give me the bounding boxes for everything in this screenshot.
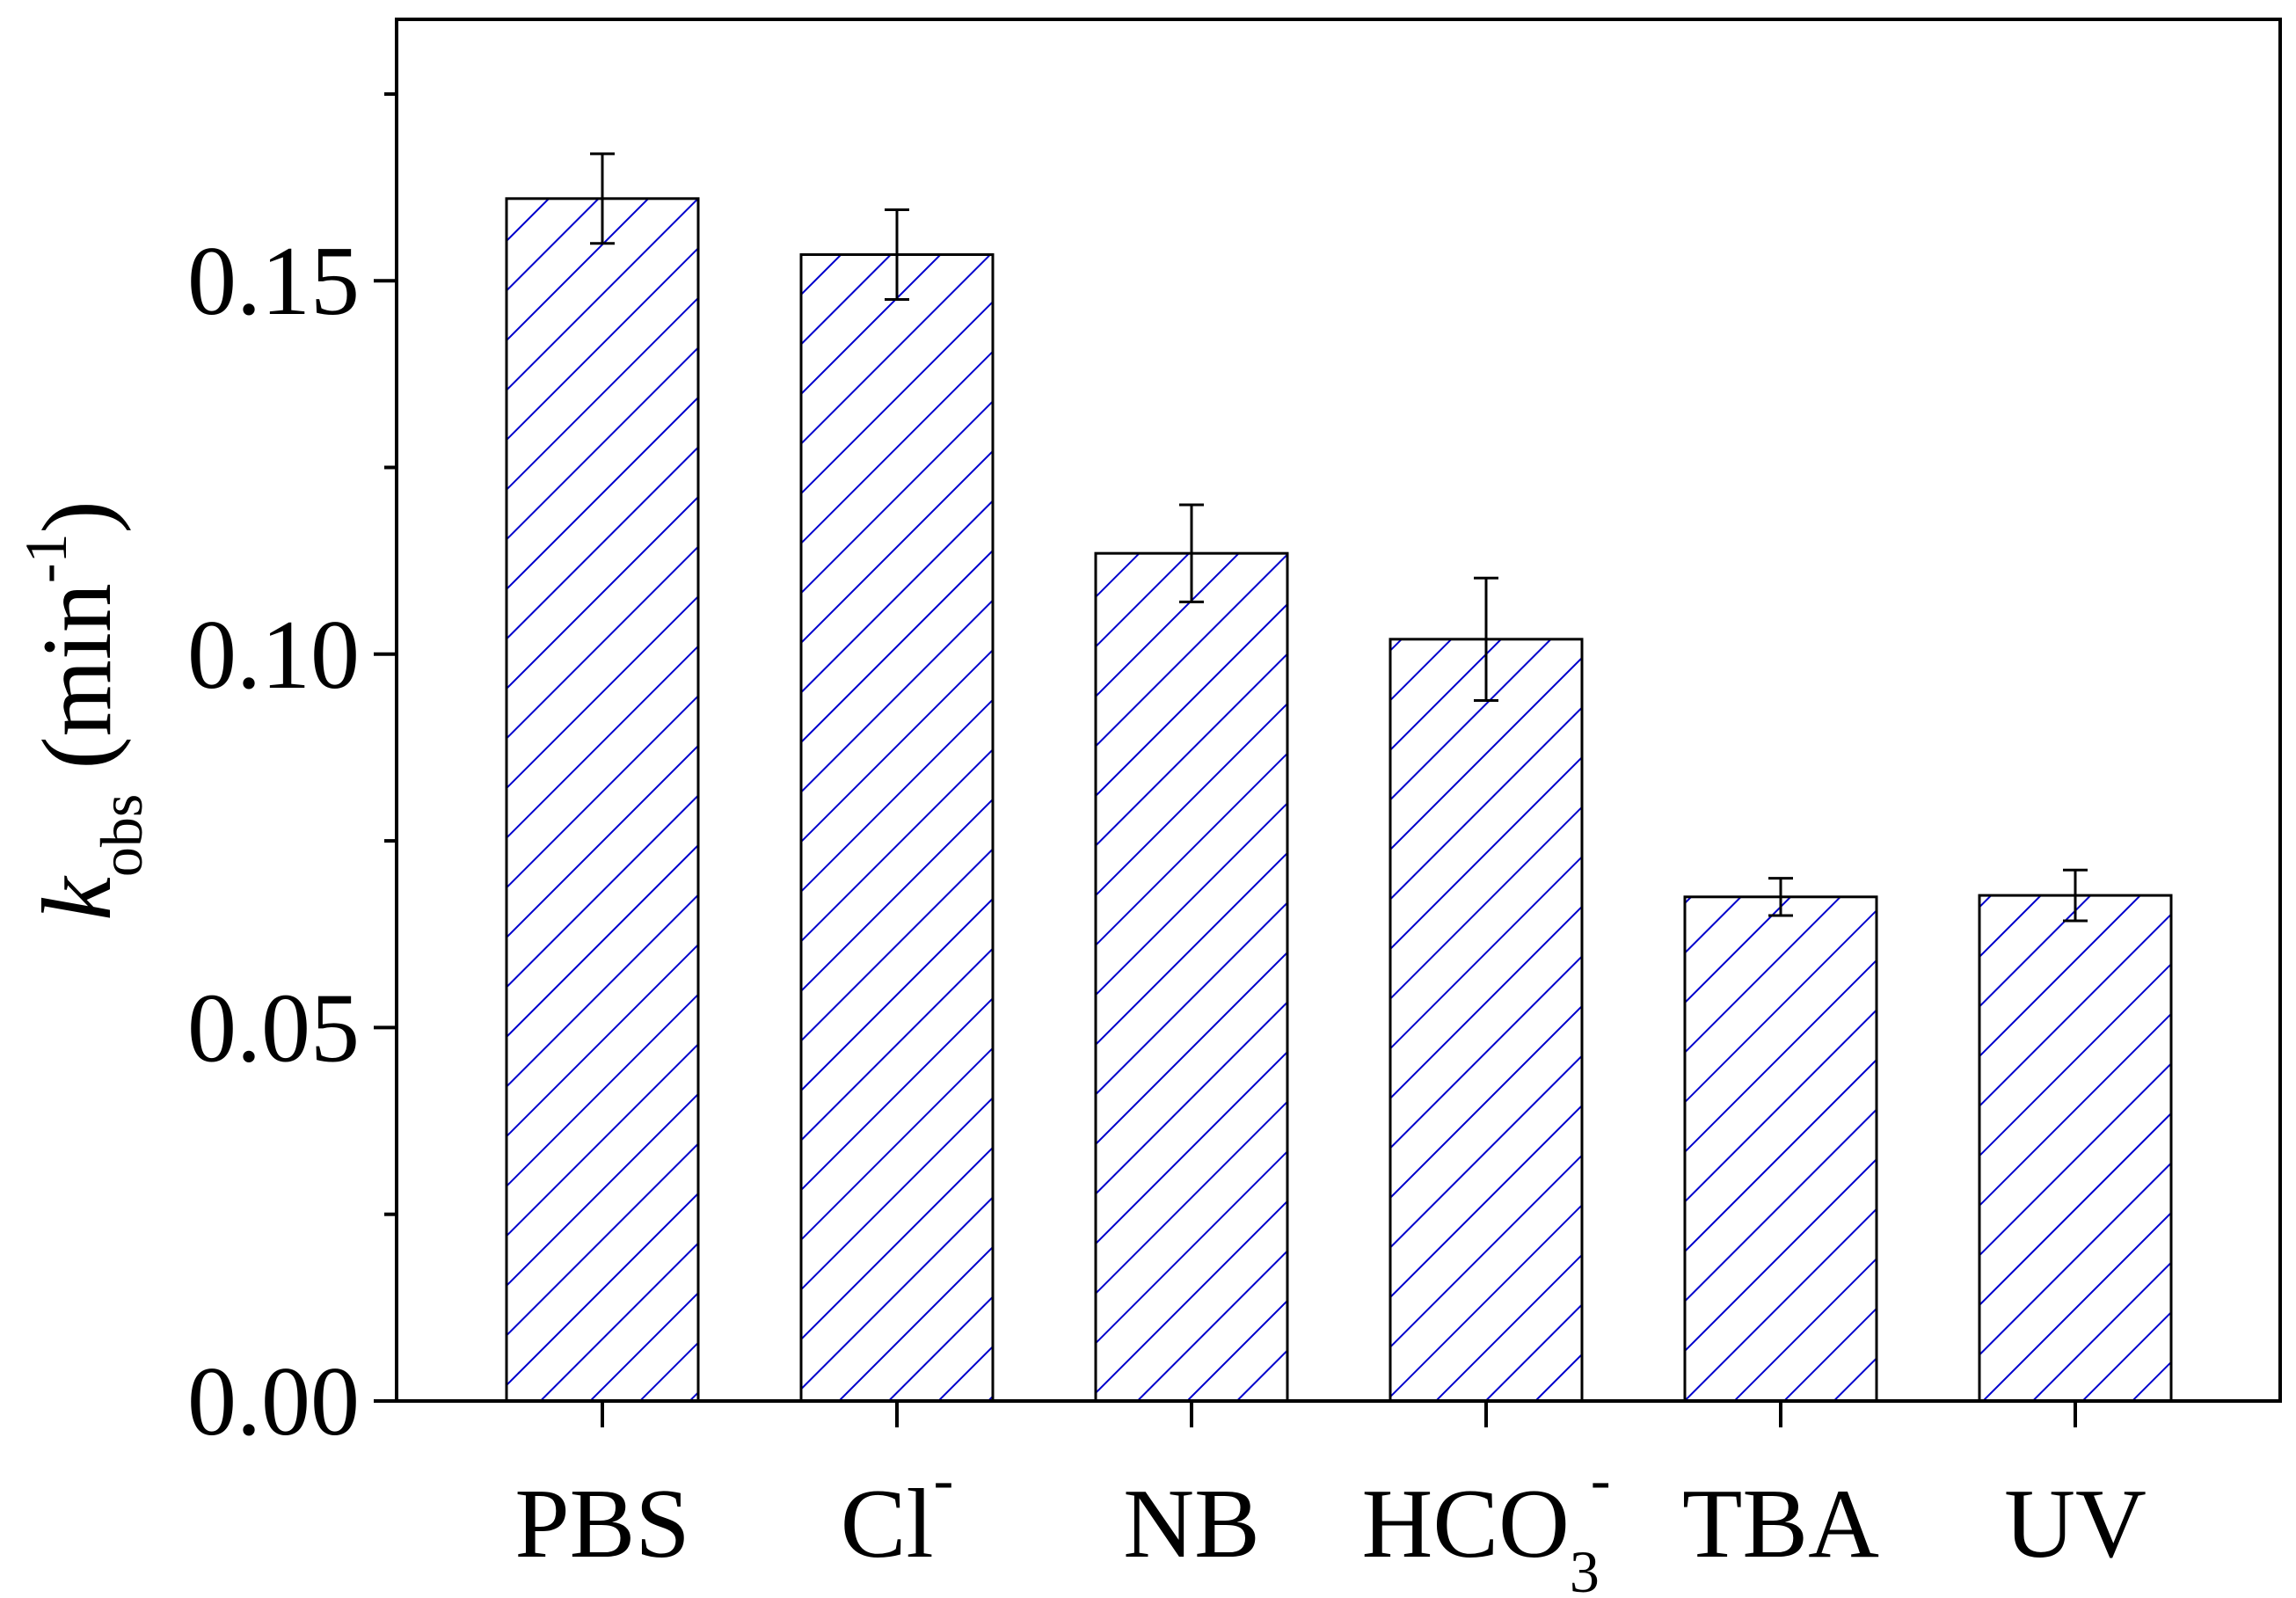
bars: [505, 197, 2173, 1403]
x-tick-label-hco: HCO3-: [1361, 1446, 1610, 1598]
bar-nb: [1094, 551, 1289, 1403]
error-bar-tba: [1768, 877, 1793, 917]
x-tick-label-pbs: PBS: [514, 1470, 689, 1579]
x-tick-label-nb: NB: [1123, 1470, 1260, 1579]
bar-cl: [799, 252, 995, 1403]
bar-uv: [1978, 894, 2173, 1403]
y-tick-label: 0.05: [187, 974, 360, 1083]
x-tick-label-uv: UV: [2004, 1470, 2147, 1579]
error-bar-pbs: [590, 152, 615, 245]
y-axis-label: kobs (min-1): [12, 500, 155, 921]
y-tick-label: 0.10: [187, 601, 360, 710]
axes: [374, 18, 2282, 1427]
error-bar-cl: [885, 208, 909, 301]
error-bar-uv: [2063, 868, 2088, 923]
x-tick-label-cl: Cl-: [841, 1446, 953, 1579]
error-bar-hco: [1474, 576, 1498, 702]
x-tick-label-tba: TBA: [1682, 1470, 1879, 1579]
bar-tba: [1683, 895, 1878, 1403]
plot-frame: [395, 18, 2282, 1403]
bar-hco: [1389, 638, 1584, 1403]
error-bar-nb: [1179, 503, 1204, 603]
y-tick-label: 0.00: [187, 1347, 360, 1456]
bar-pbs: [505, 197, 700, 1403]
labels: 0.00 0.05 0.10 0.15 PBS Cl- NB HCO3- TBA UV kobs (…: [12, 227, 2147, 1598]
y-tick-label: 0.15: [187, 227, 360, 336]
error-bars: [590, 152, 2088, 923]
